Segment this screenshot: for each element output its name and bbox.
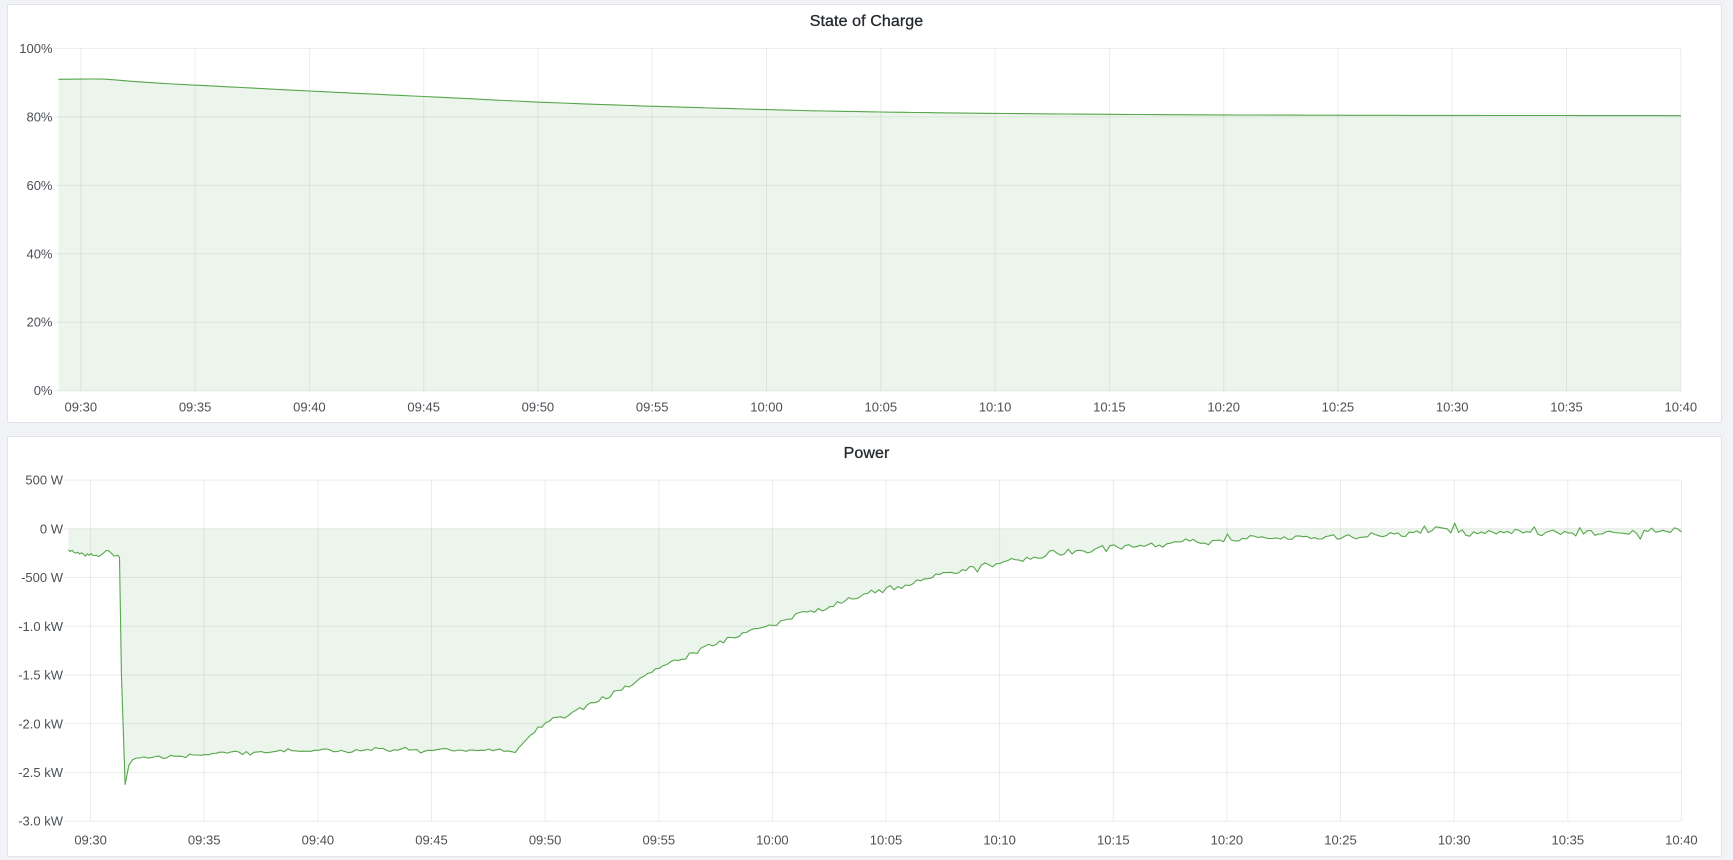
svg-text:-1.0 kW: -1.0 kW — [18, 619, 64, 634]
svg-text:-3.0 kW: -3.0 kW — [18, 814, 64, 829]
svg-text:09:30: 09:30 — [65, 400, 98, 415]
svg-text:500 W: 500 W — [25, 473, 63, 488]
svg-text:10:10: 10:10 — [983, 833, 1016, 848]
svg-text:10:25: 10:25 — [1322, 400, 1355, 415]
svg-text:0%: 0% — [34, 383, 53, 398]
svg-text:09:40: 09:40 — [293, 400, 326, 415]
svg-text:-1.5 kW: -1.5 kW — [18, 668, 64, 683]
svg-text:100%: 100% — [19, 41, 53, 56]
svg-text:10:20: 10:20 — [1207, 400, 1240, 415]
svg-text:09:55: 09:55 — [643, 833, 676, 848]
svg-text:09:55: 09:55 — [636, 400, 669, 415]
svg-text:-2.5 kW: -2.5 kW — [18, 765, 64, 780]
svg-text:40%: 40% — [26, 246, 52, 261]
svg-text:0 W: 0 W — [40, 521, 64, 536]
svg-text:10:35: 10:35 — [1550, 400, 1583, 415]
svg-text:10:00: 10:00 — [750, 400, 783, 415]
svg-text:09:35: 09:35 — [179, 400, 212, 415]
svg-text:-2.0 kW: -2.0 kW — [18, 716, 64, 731]
svg-text:80%: 80% — [26, 109, 52, 124]
svg-text:10:15: 10:15 — [1093, 400, 1126, 415]
svg-text:09:40: 09:40 — [302, 833, 335, 848]
svg-text:10:05: 10:05 — [870, 833, 903, 848]
svg-text:10:10: 10:10 — [979, 400, 1012, 415]
svg-text:09:50: 09:50 — [522, 400, 555, 415]
svg-text:10:20: 10:20 — [1211, 833, 1244, 848]
svg-text:09:45: 09:45 — [407, 400, 440, 415]
svg-text:10:30: 10:30 — [1438, 833, 1471, 848]
svg-text:10:35: 10:35 — [1552, 833, 1585, 848]
svg-text:10:40: 10:40 — [1665, 400, 1698, 415]
svg-text:10:30: 10:30 — [1436, 400, 1469, 415]
svg-text:10:05: 10:05 — [865, 400, 898, 415]
svg-text:09:50: 09:50 — [529, 833, 562, 848]
svg-text:09:35: 09:35 — [188, 833, 221, 848]
svg-text:10:15: 10:15 — [1097, 833, 1130, 848]
svg-text:10:25: 10:25 — [1324, 833, 1357, 848]
svg-text:09:45: 09:45 — [415, 833, 448, 848]
svg-text:10:40: 10:40 — [1665, 833, 1698, 848]
svg-text:10:00: 10:00 — [756, 833, 789, 848]
svg-text:60%: 60% — [26, 178, 52, 193]
svg-text:-500 W: -500 W — [21, 570, 64, 585]
svg-text:20%: 20% — [26, 315, 52, 330]
svg-text:09:30: 09:30 — [74, 833, 107, 848]
